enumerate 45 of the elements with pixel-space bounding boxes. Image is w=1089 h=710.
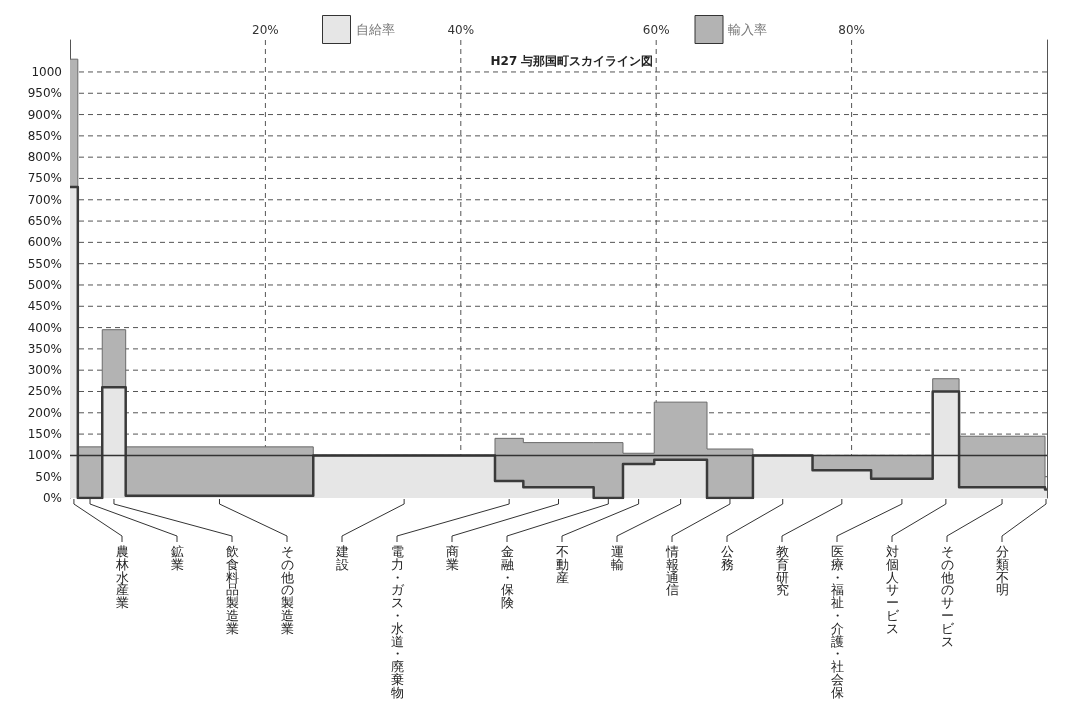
text: 電力・ガス・水道・廃棄物	[390, 543, 404, 700]
y-tick-label: 800%	[27, 150, 62, 165]
legend-label: 自給率	[355, 22, 395, 37]
text: 商業	[445, 543, 459, 572]
y-tick-label: 900%	[27, 107, 62, 122]
text: その他の製造業	[280, 543, 294, 636]
text: H27 与那国町スカイライン図	[490, 54, 654, 68]
y-tick-label: 600%	[27, 235, 62, 250]
text: 運輸	[610, 543, 624, 572]
legend-label: 輸入率	[728, 22, 767, 37]
x-tick-label: 60%	[642, 23, 670, 37]
y-tick-label: 50%	[35, 469, 62, 484]
text: 分類不明	[995, 543, 1009, 598]
text: 対個人サービス	[885, 543, 900, 636]
y-tick-label: 1000	[31, 64, 62, 79]
y-tick-label: 850%	[27, 128, 62, 143]
y-tick-label: 0%	[42, 491, 62, 505]
text: 不動産	[555, 543, 569, 585]
y-tick-label: 700%	[27, 192, 62, 207]
x-tick-label: 40%	[447, 23, 475, 37]
y-tick-label: 100%	[27, 448, 62, 463]
text: 飲食料品製造業	[225, 543, 239, 636]
y-tick-label: 200%	[27, 405, 62, 420]
x-tick-label: 80%	[838, 23, 865, 37]
text: 情報通信	[664, 543, 679, 598]
y-tick-label: 400%	[27, 320, 62, 335]
y-tick-label: 350%	[27, 341, 62, 356]
y-tick-label: 750%	[27, 171, 62, 186]
y-tick-label: 550%	[27, 256, 62, 271]
text: 鉱業	[170, 543, 184, 572]
y-tick-label: 650%	[27, 214, 62, 229]
text: 医療・福祉・介護・社会保	[830, 543, 844, 700]
text: 教育研究	[775, 543, 789, 598]
y-tick-label: 450%	[27, 299, 62, 314]
y-tick-label: 250%	[27, 384, 62, 399]
y-tick-label: 950%	[27, 86, 62, 101]
x-tick-label: 20%	[252, 23, 279, 37]
text: 農林水産業	[114, 543, 129, 611]
text: 公務	[720, 543, 734, 572]
y-tick-label: 300%	[27, 363, 62, 378]
text: 金融・保険	[500, 543, 514, 611]
y-tick-label: 500%	[27, 277, 62, 292]
text: その他のサービス	[940, 543, 955, 649]
text: 建設	[334, 543, 349, 572]
y-tick-label: 150%	[27, 427, 62, 442]
